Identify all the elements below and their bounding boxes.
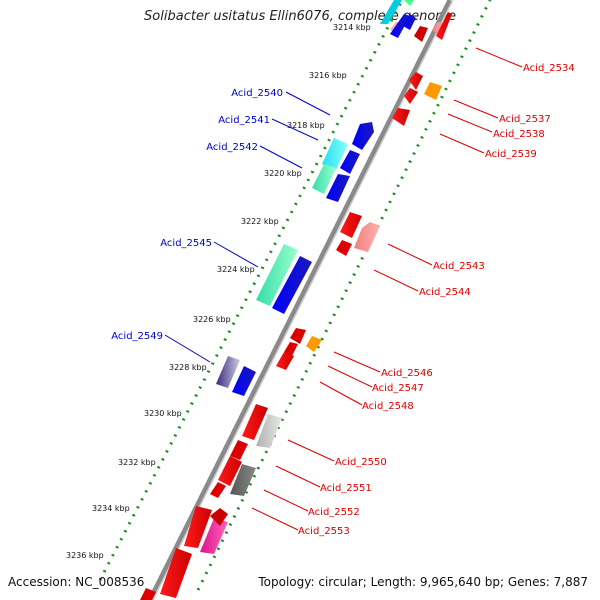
tick-label: 3224 kbp (217, 265, 255, 274)
gene-label-reverse: Acid_2553 (298, 526, 350, 537)
gene-feature (290, 328, 306, 344)
gene-label-forward: Acid_2549 (111, 331, 163, 342)
tick-labels: 3214 kbp 3216 kbp 3218 kbp 3220 kbp 3222… (66, 23, 371, 560)
gene-label-reverse: Acid_2547 (372, 383, 424, 394)
tick-label: 3222 kbp (241, 217, 279, 226)
tick-label: 3220 kbp (264, 169, 302, 178)
tick-label: 3236 kbp (66, 551, 104, 560)
gene-label-reverse: Acid_2548 (362, 401, 414, 412)
tick-label: 3214 kbp (333, 23, 371, 32)
gene-label-reverse: Acid_2550 (335, 457, 387, 468)
gene-feature (242, 404, 268, 440)
gene-feature (210, 508, 228, 526)
gene-label-reverse: Acid_2543 (433, 261, 485, 272)
gene-feature (354, 222, 380, 252)
gene-label-reverse: Acid_2539 (485, 149, 537, 160)
gene-feature (340, 150, 360, 174)
gene-label-forward: Acid_2540 (231, 88, 283, 99)
gene-feature (256, 414, 282, 448)
gene-feature (380, 0, 402, 24)
gene-feature (414, 26, 428, 42)
accession-text: Accession: NC_008536 (8, 575, 145, 589)
gene-feature (404, 88, 418, 104)
gene-label-reverse: Acid_2546 (381, 368, 433, 379)
gene-features (140, 0, 452, 600)
gene-feature (390, 14, 410, 38)
tick-label: 3230 kbp (144, 409, 182, 418)
gene-feature (404, 0, 414, 6)
gene-feature (436, 12, 452, 40)
gene-feature (409, 72, 423, 90)
gene-feature (312, 164, 336, 194)
gene-label-forward: Acid_2542 (206, 142, 258, 153)
gene-feature (160, 548, 192, 598)
gene-feature (216, 356, 240, 388)
right-dotted-track (196, 0, 492, 591)
gene-feature (256, 244, 298, 306)
gene-feature (403, 14, 416, 30)
gene-feature (424, 82, 442, 100)
tick-label: 3216 kbp (309, 71, 347, 80)
gene-feature (306, 336, 322, 352)
gene-feature (352, 122, 374, 150)
gene-feature (210, 482, 226, 498)
gene-feature (218, 456, 242, 486)
genome-summary-text: Topology: circular; Length: 9,965,640 bp… (258, 575, 588, 589)
tick-label: 3234 kbp (92, 504, 130, 513)
gene-label-reverse: Acid_2534 (523, 63, 575, 74)
gene-label-reverse: Acid_2544 (419, 287, 471, 298)
tick-label: 3218 kbp (287, 121, 325, 130)
tick-label: 3232 kbp (118, 458, 156, 467)
forward-connectors (164, 91, 331, 363)
gene-feature (200, 518, 228, 554)
gene-feature (230, 464, 256, 496)
forward-labels: Acid_2540 Acid_2541 Acid_2542 Acid_2545 … (111, 88, 283, 342)
gene-feature (340, 212, 362, 238)
gene-label-reverse: Acid_2538 (493, 129, 545, 140)
reverse-labels: Acid_2534 Acid_2537 Acid_2538 Acid_2539 … (298, 63, 575, 537)
gene-feature (336, 240, 352, 256)
gene-feature (184, 506, 212, 548)
genome-backbone (147, 0, 453, 600)
gene-feature (230, 440, 248, 460)
gene-feature (272, 256, 312, 314)
gene-feature (326, 174, 350, 202)
gene-feature (392, 108, 410, 126)
gene-feature (322, 138, 348, 170)
gene-feature (284, 342, 298, 356)
gene-feature (140, 588, 156, 600)
tick-label: 3226 kbp (193, 315, 231, 324)
gene-label-reverse: Acid_2552 (308, 507, 360, 518)
gene-label-forward: Acid_2545 (160, 238, 212, 249)
tick-label: 3228 kbp (169, 363, 207, 372)
gene-feature (276, 352, 294, 370)
gene-feature (232, 366, 256, 396)
gene-label-reverse: Acid_2537 (499, 114, 551, 125)
reverse-connectors (251, 47, 523, 531)
gene-label-forward: Acid_2541 (218, 115, 270, 126)
gene-label-reverse: Acid_2551 (320, 483, 372, 494)
left-dotted-track (98, 0, 404, 581)
map-title: Solibacter usitatus Ellin6076, complete … (144, 9, 456, 24)
